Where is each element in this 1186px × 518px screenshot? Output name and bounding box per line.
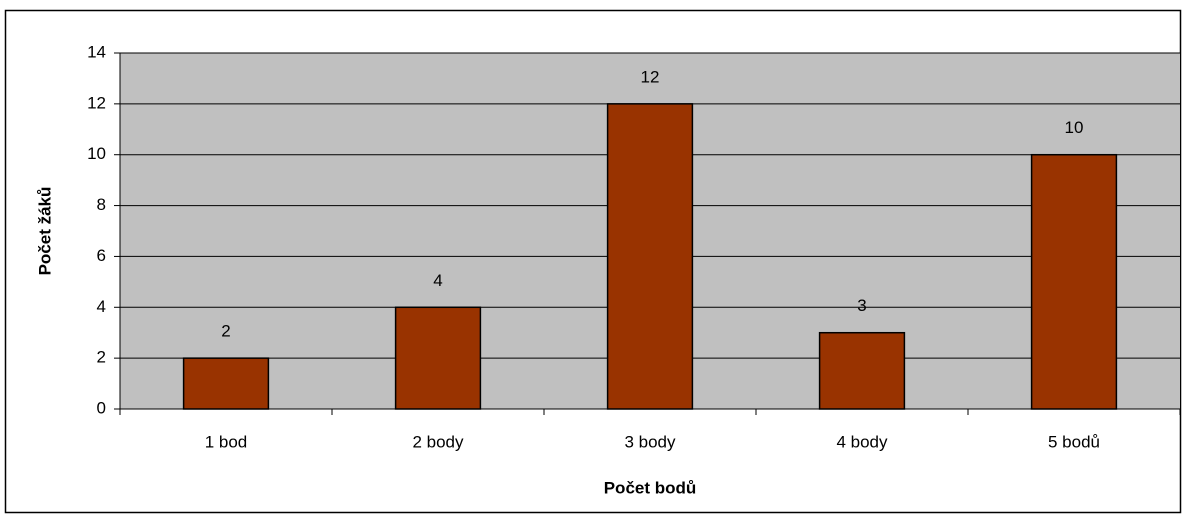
y-tick-label: 12 xyxy=(87,93,106,112)
y-tick-label: 0 xyxy=(97,398,106,417)
bar xyxy=(1030,153,1118,410)
bar xyxy=(606,103,694,410)
data-label: 10 xyxy=(1065,118,1084,137)
y-tick-label: 2 xyxy=(97,348,106,367)
x-tick-label: 3 body xyxy=(624,432,676,451)
bar xyxy=(818,331,906,410)
bar xyxy=(394,306,482,410)
data-label: 3 xyxy=(857,296,866,315)
x-tick-label: 1 bod xyxy=(205,432,248,451)
x-tick-label: 5 bodů xyxy=(1048,432,1100,451)
y-tick-label: 14 xyxy=(87,42,106,61)
data-label: 4 xyxy=(433,271,442,290)
data-label: 12 xyxy=(641,67,660,86)
x-tick-label: 4 body xyxy=(836,432,888,451)
x-axis-label: Počet bodů xyxy=(604,478,697,497)
y-tick-label: 4 xyxy=(97,297,106,316)
bar xyxy=(182,357,270,410)
y-tick-label: 6 xyxy=(97,246,106,265)
y-tick-label: 10 xyxy=(87,144,106,163)
y-tick-label: 8 xyxy=(97,195,106,214)
x-tick-label: 2 body xyxy=(412,432,464,451)
data-label: 2 xyxy=(221,322,230,341)
y-axis-label: Počet žáků xyxy=(35,187,54,276)
